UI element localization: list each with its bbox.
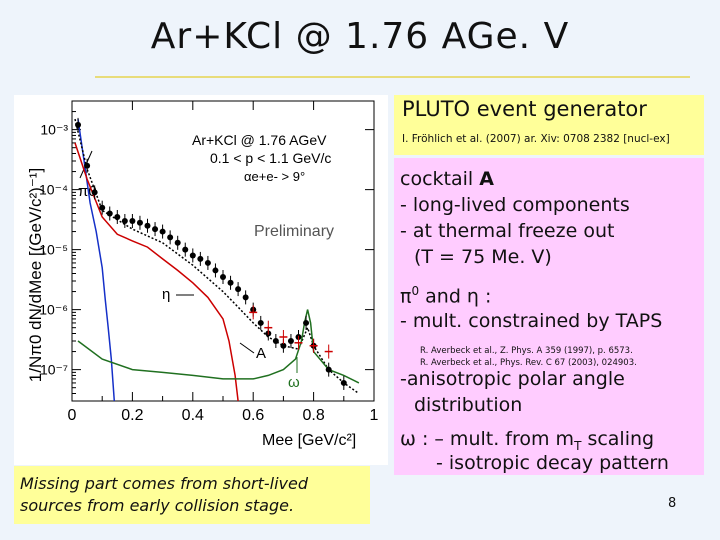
x-tick-label: 0.2 [121,407,143,424]
omega-text: ω : – mult. from m [400,428,575,450]
missing-part-note: Missing part comes from short-lived sour… [14,466,370,524]
data-point [114,213,121,220]
note-line-1: Missing part comes from short-lived [20,474,309,493]
pi-eta-line: π0 and η : [400,284,491,307]
omega-label: ω [288,374,300,391]
pluto-box: PLUTO event generator I. Fröhlich et al.… [394,95,704,155]
data-point [106,210,113,217]
cocktail-heading-letter: A [479,168,494,190]
x-tick-label: 0.4 [182,407,204,424]
data-point [75,121,82,128]
data-point [182,246,189,253]
cocktail-heading-text: cocktail [400,168,480,190]
omega-line: ω : – mult. from mT scaling [400,428,654,453]
plot-title: Ar+KCl @ 1.76 AGeV [192,132,327,148]
data-point [303,319,310,326]
plot-svg: 1/Nπ0 dN/dMee [(GeV/c²)⁻¹] Ar+KCl @ 1.76… [26,100,379,449]
curve-0-line [77,118,116,402]
x-tick-label: 0 [68,407,77,424]
anisotropic-line: -anisotropic polar angle [400,368,625,390]
plot-ylabel: 1/Nπ0 dN/dMee [(GeV/c²)⁻¹] [26,168,45,382]
data-point [257,319,264,326]
curve-A-line [74,118,360,395]
averbeck-ref-2: R. Averbeck et al., Phys. Rev. C 67 (200… [420,358,637,368]
spectrum-plot: 1/Nπ0 dN/dMee [(GeV/c²)⁻¹] Ar+KCl @ 1.76… [14,95,388,465]
pi-superscript: 0 [411,284,420,298]
data-point [197,255,204,262]
curve--line [74,142,239,402]
y-tick-label: 10⁻⁴ [39,182,68,198]
pi-symbol: π [400,285,412,308]
pluto-reference: I. Fröhlich et al. (2007) ar. Xiv: 0708 … [402,133,670,145]
title-underline [95,76,690,78]
x-tick-label: 0.8 [302,407,324,424]
data-point [204,259,211,266]
y-tick-label: 10⁻⁵ [39,242,68,258]
page-number: 8 [668,496,677,511]
note-line-2: sources from early collision stage. [20,496,295,515]
y-tick-label: 10⁻³ [40,122,68,138]
pluto-title: PLUTO event generator [402,97,647,121]
data-point [340,379,347,386]
y-tick-label: 10⁻⁷ [40,362,68,378]
x-tick-label: 0.6 [242,407,264,424]
data-point [99,204,106,211]
data-point [242,294,249,301]
data-point [280,342,287,349]
data-point [189,252,196,259]
data-point [167,234,174,241]
preliminary-label: Preliminary [254,223,334,240]
distribution-line: distribution [414,394,523,416]
data-point [325,366,332,373]
data-point [227,279,234,286]
data-point [91,189,98,196]
data-point [174,239,181,246]
mult-taps-line: - mult. constrained by TAPS [400,310,663,332]
cocktail-info-box: cocktail A - long-lived components - at … [394,158,704,475]
data-point [235,286,242,293]
data-point [272,338,279,344]
data-point [129,218,136,224]
data-point [84,162,91,169]
a-arrow [239,342,255,354]
data-point [136,219,143,226]
curve--line [77,309,360,384]
isotropic-line: - isotropic decay pattern [436,452,669,474]
data-point [159,228,166,235]
y-tick-label: 10⁻⁶ [39,302,68,318]
a-label: A [256,345,266,362]
data-point [220,273,226,280]
x-tick-label: 1 [370,407,379,424]
plot-xlabel: Mee [GeV/c²] [262,432,356,449]
omega-text-post: scaling [581,428,655,450]
omega-subscript: T [574,438,582,453]
long-lived-line: - long-lived components [400,194,630,216]
slide-title: Ar+KCl @ 1.76 AGe. V [150,16,570,57]
data-point [144,222,151,229]
cocktail-heading: cocktail A [400,168,494,190]
freeze-out-line: - at thermal freeze out [400,220,615,242]
data-point [212,267,219,274]
plot-cut-label: αe+e- > 9° [244,169,305,184]
data-point [121,218,128,224]
pi0-label: π0 [78,183,97,200]
temperature-line: (T = 75 Me. V) [414,246,552,268]
averbeck-ref-1: R. Averbeck et al., Z. Phys. A 359 (1997… [420,346,633,356]
data-point [287,338,294,344]
pi-eta-text: and η : [419,285,492,308]
eta-label: η [162,286,170,303]
data-point [152,226,159,233]
plot-subtitle: 0.1 < p < 1.1 GeV/c [210,150,331,166]
